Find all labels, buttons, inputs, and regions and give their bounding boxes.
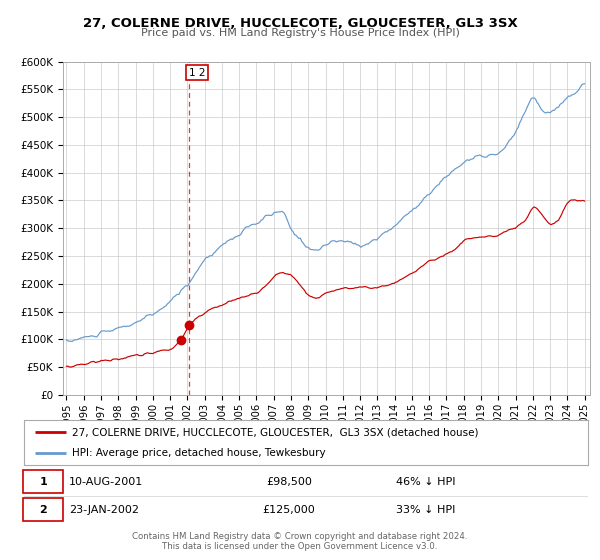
FancyBboxPatch shape <box>23 470 64 493</box>
Text: 23-JAN-2002: 23-JAN-2002 <box>69 505 139 515</box>
Text: 27, COLERNE DRIVE, HUCCLECOTE, GLOUCESTER, GL3 3SX: 27, COLERNE DRIVE, HUCCLECOTE, GLOUCESTE… <box>83 17 517 30</box>
Text: £125,000: £125,000 <box>263 505 316 515</box>
Text: 10-AUG-2001: 10-AUG-2001 <box>69 477 143 487</box>
FancyBboxPatch shape <box>23 498 64 521</box>
Text: Price paid vs. HM Land Registry's House Price Index (HPI): Price paid vs. HM Land Registry's House … <box>140 28 460 38</box>
Text: £98,500: £98,500 <box>266 477 312 487</box>
Text: 27, COLERNE DRIVE, HUCCLECOTE, GLOUCESTER,  GL3 3SX (detached house): 27, COLERNE DRIVE, HUCCLECOTE, GLOUCESTE… <box>72 427 478 437</box>
Text: 1: 1 <box>40 477 47 487</box>
Text: This data is licensed under the Open Government Licence v3.0.: This data is licensed under the Open Gov… <box>163 542 437 551</box>
Text: Contains HM Land Registry data © Crown copyright and database right 2024.: Contains HM Land Registry data © Crown c… <box>132 532 468 541</box>
Text: 1 2: 1 2 <box>188 68 205 78</box>
Text: 2: 2 <box>40 505 47 515</box>
Text: HPI: Average price, detached house, Tewkesbury: HPI: Average price, detached house, Tewk… <box>72 447 326 458</box>
Text: 46% ↓ HPI: 46% ↓ HPI <box>396 477 456 487</box>
Text: 33% ↓ HPI: 33% ↓ HPI <box>396 505 455 515</box>
